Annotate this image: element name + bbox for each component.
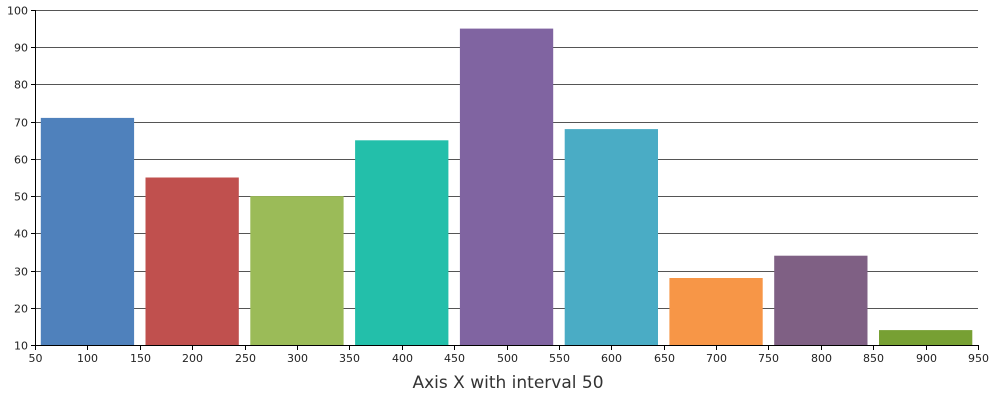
x-tick-label: 450: [444, 352, 465, 365]
y-tick-label: 60: [14, 154, 28, 167]
x-tick-label: 100: [77, 352, 98, 365]
y-tick-label: 50: [14, 191, 28, 204]
x-axis-title: Axis X with interval 50: [412, 373, 603, 393]
y-tick-label: 100: [7, 5, 28, 18]
x-tick-label: 350: [339, 352, 360, 365]
bar: [564, 129, 658, 345]
x-tick-label: 200: [182, 352, 203, 365]
y-tick-label: 10: [14, 340, 28, 353]
bar: [250, 196, 344, 345]
bar: [669, 278, 763, 345]
y-tick-label: 20: [14, 303, 28, 316]
x-tick-label: 550: [549, 352, 570, 365]
x-tick-label: 800: [811, 352, 832, 365]
x-tick-label: 850: [863, 352, 884, 365]
x-tick-label: 300: [287, 352, 308, 365]
bars: [40, 28, 973, 346]
x-tick-label: 250: [235, 352, 256, 365]
x-tick-label: 700: [706, 352, 727, 365]
x-tick-label: 600: [601, 352, 622, 365]
y-tick-label: 80: [14, 79, 28, 92]
x-tick-label: 500: [497, 352, 518, 365]
y-tick-label: 70: [14, 117, 28, 130]
x-tick-label: 400: [392, 352, 413, 365]
bar: [40, 117, 135, 346]
x-axis-ticks: 50 100 150 200 250 300 350 400 450 500 550 600 650 70…: [29, 345, 989, 365]
x-tick-label: 650: [654, 352, 675, 365]
x-tick-label: 750: [758, 352, 779, 365]
bar: [774, 255, 868, 345]
x-tick-label: 900: [916, 352, 937, 365]
y-tick-label: 90: [14, 42, 28, 55]
x-tick-label: 150: [130, 352, 151, 365]
bar: [459, 28, 554, 345]
bar: [355, 140, 449, 345]
x-tick-label: 950: [968, 352, 989, 365]
y-axis-ticks: 10 20 30 40 50 60 70 80 90 100: [7, 5, 35, 353]
y-tick-label: 30: [14, 266, 28, 279]
bar: [879, 330, 973, 345]
bar: [145, 177, 239, 345]
x-tick-label: 50: [29, 352, 43, 365]
y-tick-label: 40: [14, 228, 28, 241]
